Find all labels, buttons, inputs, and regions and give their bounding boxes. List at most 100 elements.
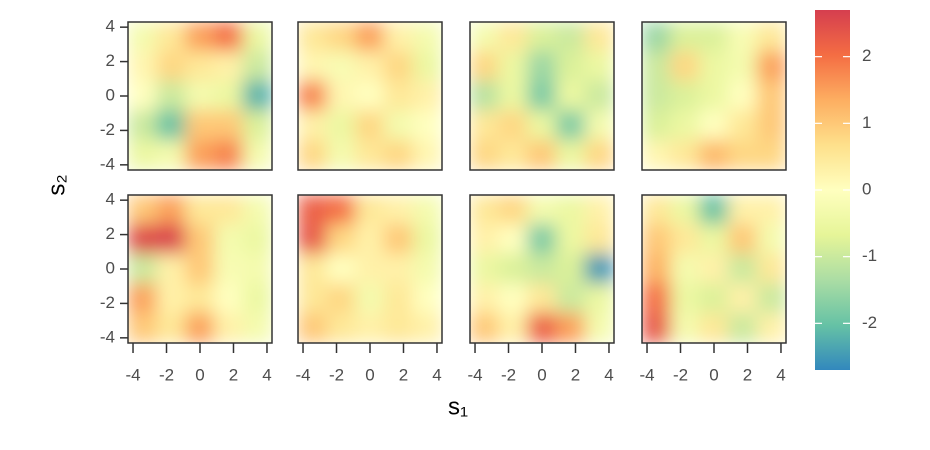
heat-cell bbox=[470, 51, 500, 82]
heat-cell bbox=[756, 139, 786, 170]
heat-cell bbox=[156, 80, 187, 112]
heat-cell bbox=[470, 139, 500, 170]
heat-cell bbox=[242, 283, 272, 314]
heat-cell bbox=[213, 312, 244, 343]
heat-cell bbox=[584, 195, 614, 226]
heat-cell bbox=[527, 195, 557, 226]
heat-cell bbox=[213, 110, 244, 141]
heat-field bbox=[642, 195, 786, 343]
heat-cell bbox=[699, 110, 729, 141]
heat-cell bbox=[727, 80, 758, 112]
x-tick-label: 0 bbox=[709, 365, 718, 384]
heat-cell bbox=[128, 110, 158, 141]
heat-cell bbox=[412, 195, 442, 226]
heat-cell bbox=[213, 22, 244, 53]
y-tick-label: 4 bbox=[106, 17, 115, 36]
heat-cell bbox=[412, 51, 442, 82]
heat-cell bbox=[383, 51, 414, 82]
heat-cell bbox=[326, 110, 357, 141]
heat-cell bbox=[670, 312, 701, 343]
heat-cell bbox=[383, 224, 414, 255]
x-tick-label: 2 bbox=[229, 365, 238, 384]
x-tick-label: 0 bbox=[365, 365, 374, 384]
heat-field bbox=[470, 195, 614, 343]
heat-cell bbox=[527, 51, 557, 82]
heat-cell bbox=[383, 139, 414, 170]
heat-cell bbox=[584, 139, 614, 170]
heat-cell bbox=[527, 312, 557, 343]
heat-cell bbox=[185, 224, 215, 255]
heat-cell bbox=[498, 110, 529, 141]
heat-cell bbox=[355, 283, 385, 314]
heat-cell bbox=[355, 195, 385, 226]
panel bbox=[642, 22, 786, 170]
heat-cell bbox=[699, 224, 729, 255]
heat-cell bbox=[412, 283, 442, 314]
y-tick-label: 4 bbox=[106, 190, 115, 209]
heat-cell bbox=[185, 253, 215, 285]
heat-cell bbox=[326, 22, 357, 53]
heat-cell bbox=[355, 139, 385, 170]
heat-cell bbox=[156, 139, 187, 170]
heat-cell bbox=[213, 80, 244, 112]
heat-cell bbox=[156, 224, 187, 255]
heat-cell bbox=[527, 22, 557, 53]
heat-cell bbox=[642, 195, 672, 226]
heat-cell bbox=[527, 139, 557, 170]
heat-cell bbox=[128, 139, 158, 170]
heat-cell bbox=[470, 224, 500, 255]
heat-cell bbox=[498, 51, 529, 82]
heat-cell bbox=[642, 22, 672, 53]
heat-cell bbox=[527, 80, 557, 112]
heat-cell bbox=[242, 139, 272, 170]
colorbar-tick-label: 0 bbox=[862, 179, 871, 198]
heat-field bbox=[470, 22, 614, 170]
heat-cell bbox=[642, 283, 672, 314]
heat-cell bbox=[498, 80, 529, 112]
heat-cell bbox=[699, 139, 729, 170]
heat-cell bbox=[326, 80, 357, 112]
heat-cell bbox=[584, 224, 614, 255]
heat-cell bbox=[498, 224, 529, 255]
heat-cell bbox=[242, 312, 272, 343]
heat-cell bbox=[298, 312, 328, 343]
heat-cell bbox=[470, 283, 500, 314]
heat-cell bbox=[298, 283, 328, 314]
heat-cell bbox=[185, 80, 215, 112]
heat-cell bbox=[642, 253, 672, 285]
heat-field bbox=[298, 195, 442, 343]
heat-cell bbox=[670, 195, 701, 226]
heat-cell bbox=[128, 22, 158, 53]
heat-field bbox=[128, 22, 272, 170]
heat-cell bbox=[555, 22, 586, 53]
x-tick-label: 4 bbox=[776, 365, 785, 384]
heat-cell bbox=[326, 224, 357, 255]
heat-cell bbox=[527, 110, 557, 141]
heat-cell bbox=[756, 22, 786, 53]
heat-cell bbox=[156, 22, 187, 53]
heat-cell bbox=[185, 22, 215, 53]
panel bbox=[298, 22, 442, 170]
heat-cell bbox=[355, 224, 385, 255]
heat-cell bbox=[213, 51, 244, 82]
heat-cell bbox=[584, 51, 614, 82]
heat-cell bbox=[383, 80, 414, 112]
heat-cell bbox=[727, 253, 758, 285]
heat-cell bbox=[699, 253, 729, 285]
heat-cell bbox=[555, 139, 586, 170]
heat-cell bbox=[555, 224, 586, 255]
heat-cell bbox=[699, 312, 729, 343]
heat-cell bbox=[498, 22, 529, 53]
heat-cell bbox=[185, 51, 215, 82]
heat-cell bbox=[555, 253, 586, 285]
heat-cell bbox=[383, 283, 414, 314]
heat-cell bbox=[555, 51, 586, 82]
heat-cell bbox=[642, 80, 672, 112]
heat-cell bbox=[670, 224, 701, 255]
heat-cell bbox=[670, 51, 701, 82]
heat-field bbox=[128, 195, 272, 343]
heat-cell bbox=[412, 110, 442, 141]
heat-cell bbox=[128, 283, 158, 314]
heat-cell bbox=[555, 110, 586, 141]
heat-cell bbox=[412, 312, 442, 343]
